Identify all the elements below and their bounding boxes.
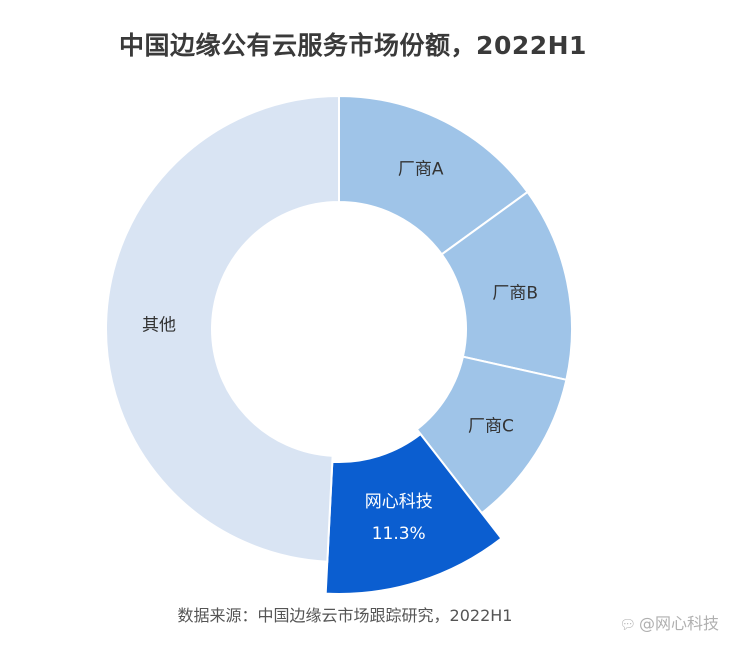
pie-label-3: 厂商C (468, 416, 514, 436)
pie-label-1: 厂商A (398, 160, 444, 180)
pie-slice-1 (338, 94, 529, 256)
pie-label-5: 其他 (142, 315, 176, 335)
pie-label-4: 网心科技 (365, 492, 433, 512)
pie-label-2: 厂商B (492, 283, 538, 303)
chart-title: 中国边缘公有云服务市场份额，2022H1 (119, 31, 587, 60)
chart-source: 数据来源：中国边缘云市场跟踪研究，2022H1 (177, 606, 513, 625)
watermark-text: @网心科技 (638, 614, 719, 633)
pie-value-label-4: 11.3% (372, 524, 426, 544)
pie-slice-5 (104, 94, 340, 563)
watermark: 💬︎ @网心科技 (619, 610, 719, 634)
pie-slice-4 (324, 432, 503, 595)
chat-bubble-icon: 💬︎ (619, 618, 636, 633)
